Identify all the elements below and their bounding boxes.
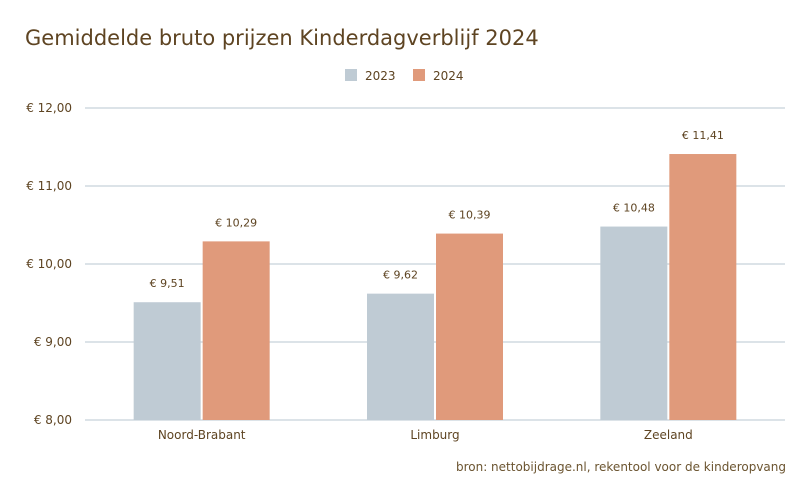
y-tick-label: € 10,00 bbox=[26, 257, 72, 271]
y-tick-label: € 8,00 bbox=[34, 413, 72, 427]
data-label: € 10,48 bbox=[613, 202, 655, 215]
x-tick-label: Limburg bbox=[410, 428, 459, 442]
data-label: € 9,51 bbox=[150, 277, 185, 290]
x-tick-label: Noord-Brabant bbox=[158, 428, 246, 442]
bar-2023 bbox=[367, 293, 434, 420]
bar-2024 bbox=[436, 233, 503, 420]
bar-2023 bbox=[600, 226, 668, 420]
legend-label: 2024 bbox=[433, 69, 464, 83]
chart-title: Gemiddelde bruto prijzen Kinderdagverbli… bbox=[25, 26, 539, 50]
data-label: € 10,29 bbox=[215, 216, 257, 229]
bar-2023 bbox=[133, 302, 201, 420]
x-tick-label: Zeeland bbox=[644, 428, 693, 442]
data-label: € 11,41 bbox=[682, 129, 724, 142]
source-note: bron: nettobijdrage.nl, rekentool voor d… bbox=[455, 460, 786, 474]
data-label: € 9,62 bbox=[383, 269, 418, 282]
data-label: € 10,39 bbox=[449, 209, 491, 222]
y-tick-label: € 11,00 bbox=[26, 179, 72, 193]
legend-swatch-2023 bbox=[345, 69, 357, 81]
bar-2024 bbox=[202, 241, 270, 420]
legend-swatch-2024 bbox=[413, 69, 425, 81]
y-tick-label: € 9,00 bbox=[34, 335, 72, 349]
bar-2024 bbox=[669, 154, 737, 420]
y-tick-label: € 12,00 bbox=[26, 101, 72, 115]
legend-label: 2023 bbox=[365, 69, 396, 83]
